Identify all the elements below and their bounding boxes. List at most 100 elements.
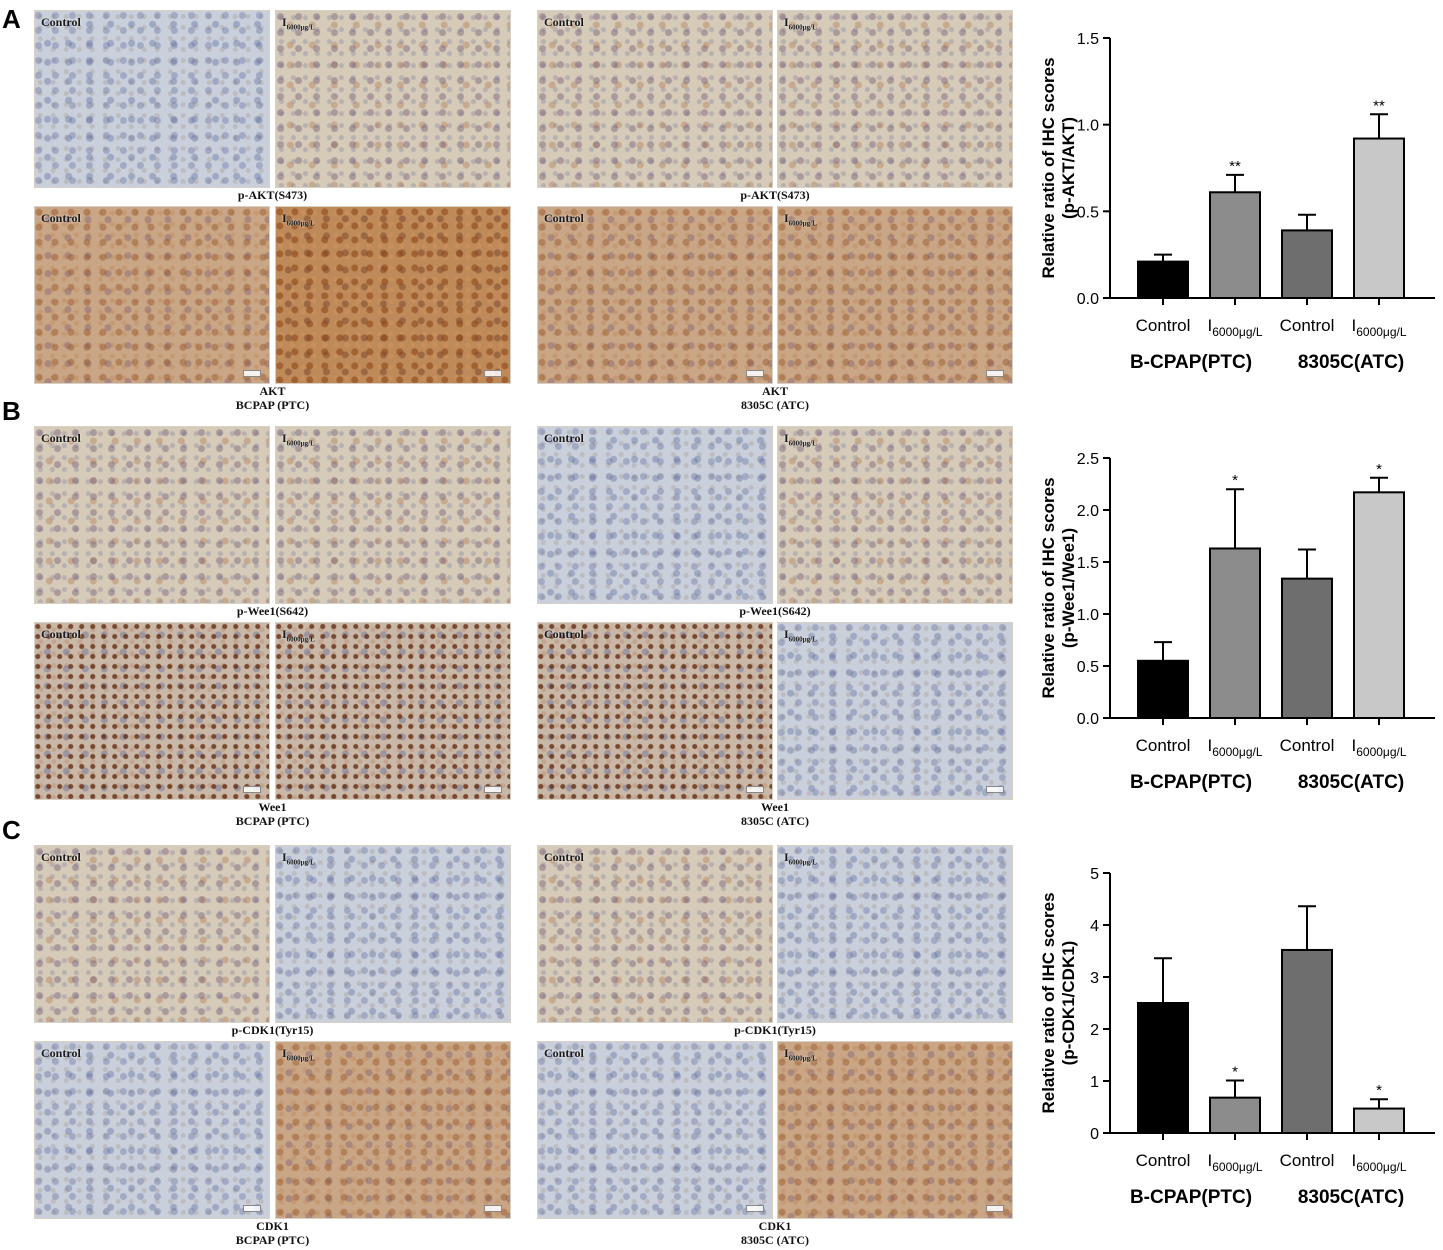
micrograph-label-subscript: 6000μg/L [788,1054,817,1063]
micrograph-label: Control [41,15,81,29]
x-tick-label-subscript: 6000μg/L [1356,1160,1407,1174]
y-tick-label: 4 [1090,918,1099,935]
y-tick-label: 5 [1090,866,1099,883]
micrograph-label: Control [41,211,81,225]
bar [1137,260,1189,300]
y-tick-label: 1.5 [1077,555,1099,572]
micrograph-label: I6000μg/L [282,15,315,32]
scale-bar [484,786,502,793]
micrograph-atc-phospho-control: Control [537,10,773,188]
group-label: B-CPAP(PTC) [1130,772,1252,793]
bar [1353,137,1405,299]
y-tick-label: 0.5 [1077,659,1099,676]
group-label: B-CPAP(PTC) [1130,352,1252,373]
panel-letter-b: B [2,396,21,426]
caption-line: CDK1 [758,1219,792,1233]
bar [1209,1096,1261,1134]
micrograph-label-subscript: 6000μg/L [286,219,315,228]
caption-bcpap-phospho: p-CDK1(Tyr15) [34,1023,511,1037]
micrograph-label: Control [544,850,584,864]
significance-marker: ** [1229,158,1241,175]
caption-cell-line: 8305C (ATC) [740,814,810,828]
y-tick-label: 1.0 [1077,607,1099,624]
caption-atc-phospho: p-CDK1(Tyr15) [537,1023,1013,1037]
y-axis-label: Relative ratio of IHC scores [1039,57,1058,278]
micrograph-label-subscript: 6000μg/L [788,858,817,867]
y-tick-label: 1 [1090,1074,1099,1091]
significance-marker: * [1232,1063,1238,1080]
micrograph-atc-phospho-control: Control [537,426,773,604]
micrograph-label: I6000μg/L [784,1046,817,1063]
micrograph-label-subscript: 6000μg/L [788,439,817,448]
group-label: 8305C(ATC) [1298,772,1404,793]
x-tick-label: I6000μg/L [1207,736,1262,759]
micrograph-atc-total-iodine: I6000μg/L [777,1041,1013,1219]
micrograph-atc-phospho-iodine: I6000μg/L [777,426,1013,604]
micrograph-label: Control [544,15,584,29]
micrograph-label: Control [544,211,584,225]
x-tick-label: Control [1280,1151,1335,1170]
micrograph-atc-total-control: Control [537,622,773,800]
micrograph-bcpap-total-iodine: I6000μg/L [275,206,511,384]
micrograph-bcpap-phospho-control: Control [34,845,270,1023]
micrograph-atc-phospho-control: Control [537,845,773,1023]
y-tick-label: 2 [1090,1022,1099,1039]
micrograph-bcpap-phospho-iodine: I6000μg/L [275,845,511,1023]
x-tick-label: Control [1136,1151,1191,1170]
scale-bar [484,1205,502,1212]
y-tick-label: 2.0 [1077,503,1099,520]
caption-cell-line: BCPAP (PTC) [235,398,310,412]
caption-bcpap-phospho: p-Wee1(S642) [34,604,511,618]
y-tick-label: 1.5 [1077,31,1099,48]
caption-line: p-AKT(S473) [740,188,810,202]
micrograph-bcpap-phospho-iodine: I6000μg/L [275,10,511,188]
x-tick-label-subscript: 6000μg/L [1356,325,1407,339]
y-tick-label: 0 [1090,1126,1099,1143]
scale-bar [243,786,261,793]
micrograph-label: Control [41,431,81,445]
y-tick-label: 2.5 [1077,451,1099,468]
x-tick-label: I6000μg/L [1207,316,1262,339]
significance-marker: * [1376,461,1382,478]
caption-cell-line: 8305C (ATC) [740,398,810,412]
caption-line: CDK1 [256,1219,289,1233]
x-tick-label-subscript: 6000μg/L [1212,325,1263,339]
caption-atc-phospho: p-Wee1(S642) [537,604,1013,618]
bar-chart-p-cdk1-cdk1: 0 1 2 3 4 5 Relative ratio of IHC scores (p-CDK… [1039,866,1435,1208]
micrograph-bcpap-phospho-control: Control [34,426,270,604]
scale-bar [746,1205,764,1212]
x-tick-label-subscript: 6000μg/L [1212,1160,1263,1174]
y-axis-label-ratio: (p-AKT/AKT) [1059,117,1078,219]
bar [1353,491,1405,719]
micrograph-bcpap-phospho-iodine: I6000μg/L [275,426,511,604]
bar-chart-p-wee1-wee1: 0.0 0.5 1.0 1.5 2.0 2.5 Relative ratio of IHC … [1039,451,1435,793]
caption-line: p-CDK1(Tyr15) [734,1023,816,1037]
y-tick-label: 0.0 [1077,291,1099,308]
caption-bcpap-total: CDK1 BCPAP (PTC) [34,1219,511,1247]
caption-atc-phospho: p-AKT(S473) [537,188,1013,202]
y-tick-label: 3 [1090,970,1099,987]
bar [1137,659,1189,720]
scale-bar [484,370,502,377]
y-tick-label: 0.5 [1077,204,1099,221]
micrograph-label-subscript: 6000μg/L [286,635,315,644]
y-axis-label: Relative ratio of IHC scores [1039,477,1058,698]
micrograph-label: I6000μg/L [784,431,817,448]
group-label: 8305C(ATC) [1298,352,1404,373]
micrograph-atc-total-control: Control [537,1041,773,1219]
x-tick-label-subscript: 6000μg/L [1212,745,1263,759]
y-tick-label: 0.0 [1077,711,1099,728]
micrograph-label: Control [544,627,584,641]
micrograph-label-subscript: 6000μg/L [286,23,315,32]
caption-atc-total: AKT 8305C (ATC) [537,384,1013,412]
micrograph-label-subscript: 6000μg/L [788,635,817,644]
scale-bar [243,370,261,377]
significance-marker: * [1376,1082,1382,1099]
caption-bcpap-total: AKT BCPAP (PTC) [34,384,511,412]
group-label: B-CPAP(PTC) [1130,1187,1252,1208]
caption-line: Wee1 [761,800,789,814]
micrograph-atc-total-iodine: I6000μg/L [777,622,1013,800]
micrograph-label: I6000μg/L [784,15,817,32]
caption-atc-total: CDK1 8305C (ATC) [537,1219,1013,1247]
caption-bcpap-phospho: p-AKT(S473) [34,188,511,202]
